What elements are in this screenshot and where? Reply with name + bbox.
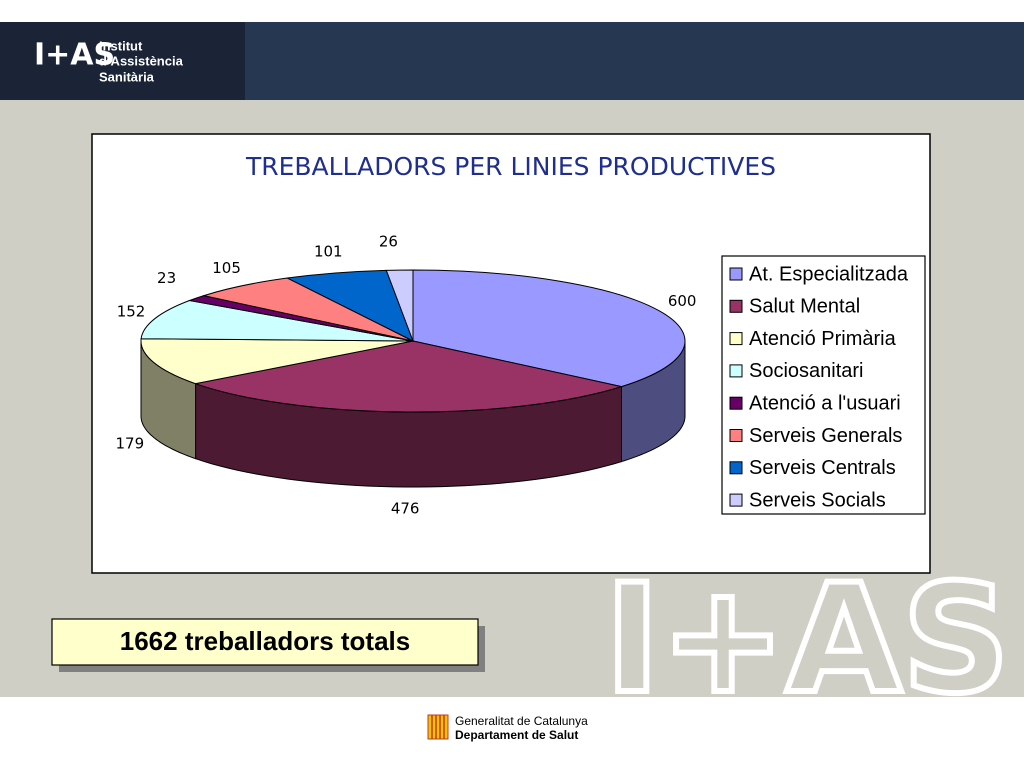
emblem xyxy=(427,714,449,740)
legend-swatch xyxy=(729,493,743,507)
legend-label: Atenció a l'usuari xyxy=(749,392,901,414)
legend-label: Salut Mental xyxy=(749,296,860,318)
emblem-stripes xyxy=(431,715,445,739)
slice xyxy=(412,269,686,388)
slice xyxy=(140,338,414,385)
legend-swatch xyxy=(729,364,743,378)
legend-box xyxy=(721,255,926,515)
data-label: 105 xyxy=(212,259,241,277)
legend-label: Sociosanitari xyxy=(749,360,864,382)
logo-line: Sanitària xyxy=(99,69,155,84)
legend-swatch xyxy=(729,332,743,346)
pie: 600 476 179 152 23 105 101 26 xyxy=(115,233,696,518)
watermark-logo: I+AS xyxy=(604,553,1010,727)
legend: At. Especialitzada Salut Mental Atenció Pr… xyxy=(729,263,909,511)
legend-swatch xyxy=(729,429,743,442)
chart-title: TREBALLADORS PER LINIES PRODUCTIVES xyxy=(245,152,776,181)
slice xyxy=(385,269,414,342)
data-label: 600 xyxy=(668,292,697,310)
summary-text: 1662 treballadors totals xyxy=(120,626,410,656)
legend-swatch xyxy=(729,461,743,475)
logo-line: d’Assistència xyxy=(99,53,184,68)
slice xyxy=(193,340,624,413)
legend-label: Serveis Generals xyxy=(749,425,902,447)
legend-swatch xyxy=(729,267,743,281)
data-label: 476 xyxy=(391,499,420,517)
summary-box xyxy=(51,618,479,666)
legend-label: Serveis Socials xyxy=(749,489,886,511)
slice xyxy=(140,299,414,342)
logo-line: Institut xyxy=(99,38,143,53)
legend-label: Serveis Centrals xyxy=(749,457,896,479)
data-label: 152 xyxy=(117,302,146,320)
legend-label: Atenció Primària xyxy=(749,328,897,350)
legend-label: At. Especialitzada xyxy=(749,263,909,285)
footer-line: Generalitat de Catalunya xyxy=(455,714,588,728)
data-label: 101 xyxy=(314,242,343,260)
data-label: 179 xyxy=(115,435,144,453)
legend-swatch xyxy=(729,299,743,313)
data-label: 26 xyxy=(379,233,398,251)
legend-swatch xyxy=(729,396,743,410)
footer-line: Departament de Salut xyxy=(455,728,578,742)
logo: I+AS xyxy=(34,38,115,73)
logo-box xyxy=(0,22,245,100)
data-label: 23 xyxy=(157,269,176,287)
